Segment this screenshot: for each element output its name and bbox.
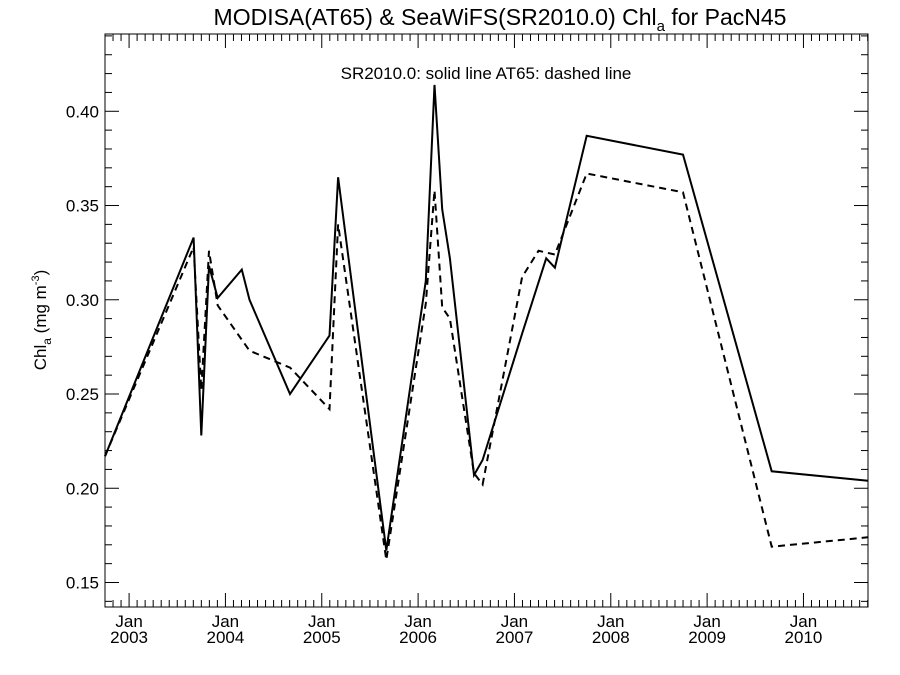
y-tick-label: 0.30 [66,291,99,310]
series-line-sr2010-0 [104,84,869,551]
x-tick-month-label: Jan [308,612,335,631]
y-tick-label: 0.35 [66,197,99,216]
y-axis-label: Chla (mg m-3) [30,270,54,371]
series-line-at65 [104,172,869,561]
x-tick-month-label: Jan [597,612,624,631]
chart-title-main: MODISA(AT65) & SeaWiFS(SR2010.0) Chl [214,4,657,30]
legend-text: SR2010.0: solid line AT65: dashed line [341,64,632,83]
y-axis-label-close: ) [31,270,50,276]
y-axis-label-units: (mg m [31,285,50,338]
x-tick-year-label: 2003 [110,628,148,647]
y-tick-label: 0.15 [66,573,99,592]
axis-ticks [104,34,869,607]
x-tick-month-label: Jan [115,612,142,631]
x-tick-year-label: 2010 [785,628,823,647]
y-axis-label-superscript: -3 [30,275,42,285]
chart-title-subscript: a [657,18,666,35]
y-tick-label: 0.20 [66,479,99,498]
x-tick-year-label: 2006 [399,628,437,647]
y-tick-label: 0.40 [66,102,99,121]
series-lines [104,84,869,561]
x-tick-month-label: Jan [693,612,720,631]
x-tick-year-label: 2007 [496,628,534,647]
x-tick-year-label: 2009 [688,628,726,647]
y-axis-label-main: Chl [31,345,50,371]
x-tick-month-label: Jan [404,612,431,631]
chart-title: MODISA(AT65) & SeaWiFS(SR2010.0) Chla fo… [214,4,787,35]
x-tick-labels: Jan2003Jan2004Jan2005Jan2006Jan2007Jan20… [110,612,822,647]
x-tick-year-label: 2005 [303,628,341,647]
x-tick-month-label: Jan [501,612,528,631]
y-tick-labels: 0.15 0.20 0.25 0.30 0.35 0.40 [66,102,99,592]
x-tick-month-label: Jan [212,612,239,631]
y-axis-label-subscript: a [40,338,54,345]
x-tick-month-label: Jan [790,612,817,631]
x-tick-year-label: 2008 [592,628,630,647]
y-tick-label: 0.25 [66,385,99,404]
plot-frame [104,33,869,608]
x-tick-year-label: 2004 [207,628,245,647]
chart-title-suffix: for PacN45 [665,4,786,30]
svg-text:MODISA(AT65) & SeaWiFS(SR2010.: MODISA(AT65) & SeaWiFS(SR2010.0) Chla fo… [214,4,787,35]
